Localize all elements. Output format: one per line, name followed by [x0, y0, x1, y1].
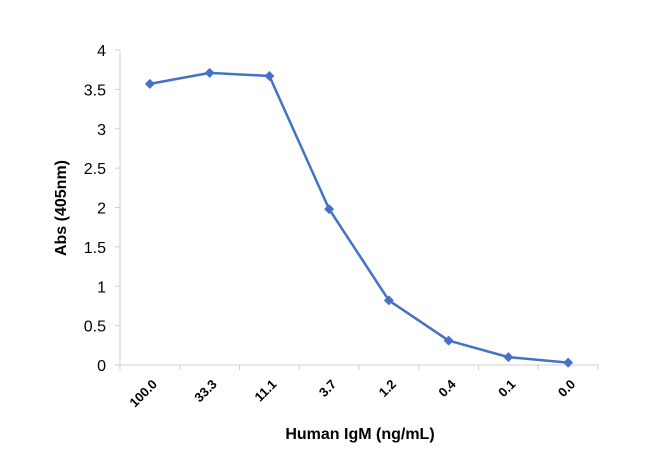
- data-point: [443, 335, 454, 346]
- y-tick-label: 1.5: [84, 240, 106, 257]
- y-tick-label: 4: [97, 43, 106, 60]
- x-tick-label: 0.1: [495, 377, 518, 400]
- y-tick-label: 0: [97, 358, 106, 375]
- data-point: [264, 70, 275, 81]
- y-axis-ticks: 0 0.5 1 1.5 2 2.5 3 3.5 4: [84, 43, 120, 375]
- x-tick-label: 0.0: [555, 377, 578, 400]
- data-point: [324, 204, 335, 215]
- data-point: [503, 352, 514, 363]
- x-tick-label: 3.7: [316, 377, 339, 400]
- data-point: [563, 357, 574, 368]
- data-point: [204, 67, 215, 78]
- x-axis-label: Human IgM (ng/mL): [285, 426, 434, 443]
- y-tick-label: 0.5: [84, 319, 106, 336]
- data-point: [144, 78, 155, 89]
- y-tick-label: 3: [97, 122, 106, 139]
- y-tick-label: 3.5: [84, 82, 106, 99]
- x-tick-label: 1.2: [376, 377, 399, 400]
- data-point: [383, 295, 394, 306]
- x-axis-ticks: 100.0 33.3 11.1 3.7 1.2 0.4 0.1 0.0: [119, 365, 599, 411]
- y-tick-label: 2.5: [84, 161, 106, 178]
- y-tick-label: 2: [97, 201, 106, 218]
- x-tick-label: 100.0: [126, 377, 160, 411]
- series-group: [144, 67, 574, 368]
- series-line: [149, 71, 569, 364]
- x-tick-label: 33.3: [191, 377, 220, 406]
- chart-axes: [119, 50, 598, 366]
- x-tick-label: 0.4: [435, 376, 459, 400]
- y-tick-label: 1: [97, 279, 106, 296]
- x-tick-label: 11.1: [251, 377, 279, 405]
- y-axis-label: Abs (405nm): [53, 160, 70, 256]
